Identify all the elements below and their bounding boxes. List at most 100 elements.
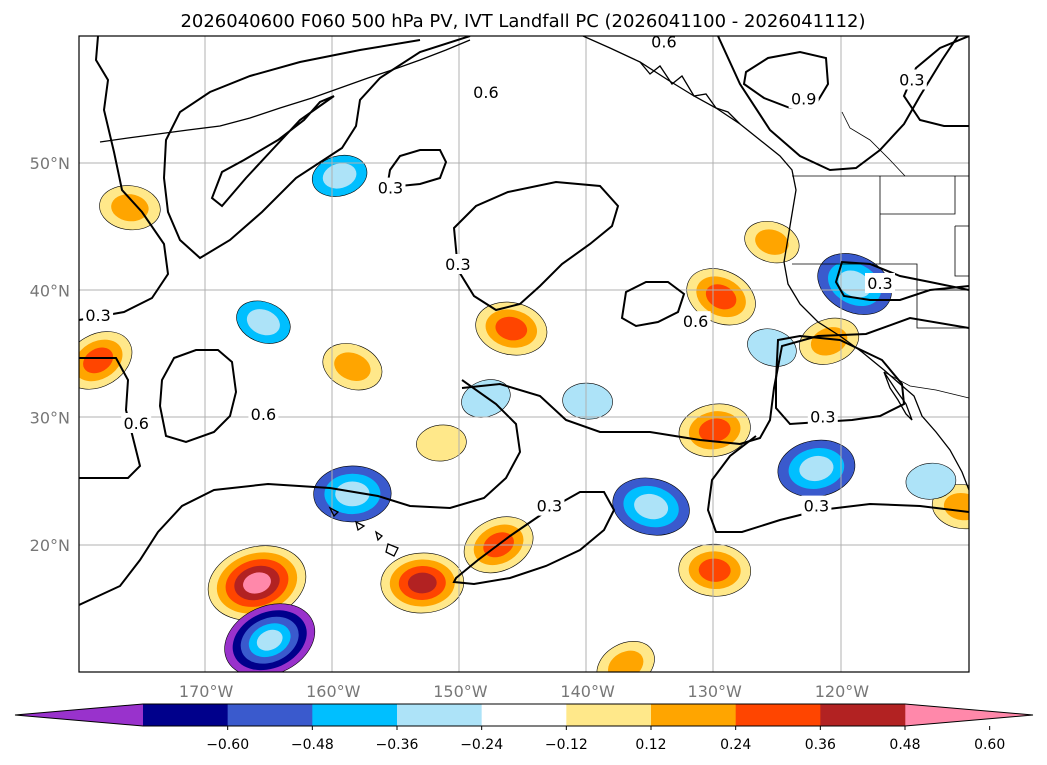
contour-label: 0.3 [899, 71, 924, 90]
contour-northeast [902, 36, 969, 127]
colorbar-segment [820, 704, 906, 726]
contour-label: 0.3 [85, 306, 110, 325]
anomaly-blob-positive [322, 343, 383, 391]
contour-label-bg [865, 273, 895, 293]
lon-tick-label: 130°W [688, 682, 743, 701]
anomaly-level-fill [83, 347, 114, 374]
anomaly-level-fill [495, 316, 528, 341]
contour-label: 0.3 [537, 497, 562, 516]
coastline-southeast-alaska [639, 61, 741, 125]
colorbar-tick-label: −0.36 [376, 737, 419, 753]
contour-subtropical-ridge [79, 379, 522, 606]
anomaly-level-fill [243, 572, 271, 594]
contour-label: 0.3 [378, 179, 403, 198]
lat-tick-label: 40°N [30, 281, 70, 300]
colorbar-segment [143, 704, 228, 726]
colorbar-tick-label: −0.48 [291, 737, 334, 753]
anomaly-blob-positive [380, 552, 465, 614]
anomaly-level-fill [246, 309, 280, 336]
anomaly-level-fill [334, 352, 371, 381]
anomaly-blob-positive [678, 543, 751, 597]
lat-tick-label: 30°N [30, 409, 70, 428]
anomaly-level-fill [698, 418, 731, 443]
anomaly-blob-positive [475, 301, 548, 356]
longitude-label-layer: 170°W 160°W 150°W 140°W 130°W 120°W [179, 682, 869, 701]
coastline-baja [883, 371, 913, 421]
contour-label-layer: 0.6 0.3 0.3 0.6 0.3 0.6 0.6 0.3 0.3 0.3 0.3 0.9 0.3 0… [83, 31, 927, 516]
contour-aleutian-low [79, 36, 170, 321]
anomaly-blob-positive [416, 424, 467, 462]
contour-label-bg [470, 82, 501, 103]
anomaly-blob-positive [596, 641, 655, 672]
contour-hawaii-trough [452, 491, 616, 586]
anomaly-level-fill [322, 163, 357, 189]
anomaly-blob-positive [931, 484, 969, 530]
contour-label-bg [83, 304, 114, 325]
anomaly-blob-positive [79, 331, 133, 390]
anomaly-level-fill [407, 572, 437, 594]
anomaly-level-fill [799, 455, 834, 482]
contour-label-bg [534, 495, 565, 516]
anomaly-blob-positive [99, 185, 161, 231]
contour-label: 0.3 [804, 497, 829, 516]
anomaly-level-fill [608, 650, 644, 672]
anomaly-blob-negative [313, 465, 392, 523]
coastline-hawaii [328, 506, 399, 557]
lon-tick-label: 120°W [815, 682, 870, 701]
contour-label-bg [375, 177, 406, 198]
contour-label: 0.3 [867, 274, 892, 293]
colorbar-segment [397, 704, 482, 726]
anomaly-level-fill [111, 194, 149, 222]
colorbar-segment [566, 704, 652, 726]
colorbar: −0.60 −0.48 −0.36 −0.24 −0.12 0.12 0.24 0.36 0.4… [14, 703, 1034, 753]
contour-label: 0.6 [651, 32, 676, 51]
contour-label: 0.3 [445, 255, 470, 274]
anomaly-blob-negative [236, 300, 291, 344]
contour-label: 0.9 [791, 90, 816, 109]
contour-small-060 [620, 281, 686, 328]
colorbar-tick-label: −0.24 [460, 737, 503, 753]
anomaly-level-fill [335, 481, 370, 507]
anomaly-level-fill [838, 270, 871, 298]
pv-contours [79, 36, 969, 606]
contour-label: 0.6 [251, 405, 276, 424]
colorbar-extend-high [905, 704, 1033, 726]
colorbar-tick-label: 0.12 [635, 737, 666, 753]
contour-inner-north [210, 95, 335, 208]
colorbar-tick-label: 0.24 [720, 737, 751, 753]
chart-title: 2026040600 F060 500 hPa PV, IVT Landfall… [180, 11, 865, 32]
contour-label-bg [801, 495, 832, 516]
lat-tick-label: 50°N [30, 154, 70, 173]
contour-east-subtropics [834, 260, 969, 301]
anomaly-blob-negative [777, 439, 856, 498]
colorbar-tick-label: 0.48 [889, 737, 920, 753]
gridlines [79, 36, 969, 672]
anomaly-blob-positive [207, 545, 307, 621]
contour-label: 0.6 [473, 83, 498, 102]
contour-label-bg [121, 413, 152, 433]
lon-tick-label: 170°W [179, 682, 234, 701]
colorbar-tick-label: 0.60 [974, 737, 1005, 753]
anomaly-blob-negative [311, 154, 368, 197]
anomaly-blob-negative [612, 477, 690, 536]
anomaly-level-fill [943, 492, 969, 521]
contour-label: 0.6 [683, 312, 708, 331]
anomaly-blob-negative [224, 603, 316, 672]
colorbar-segment [312, 704, 398, 726]
anomaly-level-fill [698, 558, 731, 582]
contour-baja-loop [775, 334, 906, 426]
contour-label-bg [896, 69, 927, 90]
anomaly-level-fill [416, 424, 467, 462]
contour-west-loop [158, 349, 238, 444]
contour-0-9-loop [742, 50, 830, 110]
coastlines [99, 36, 969, 557]
anomaly-level-fill [256, 629, 283, 651]
colorbar-tick-label: −0.12 [545, 737, 588, 753]
colorbar-segment [735, 704, 821, 726]
contour-label-bg [680, 311, 711, 332]
anomaly-fill-layer [79, 154, 969, 672]
colorbar-outline [14, 703, 1034, 727]
contour-label: 0.3 [810, 408, 835, 427]
colorbar-extend-low [15, 704, 143, 726]
